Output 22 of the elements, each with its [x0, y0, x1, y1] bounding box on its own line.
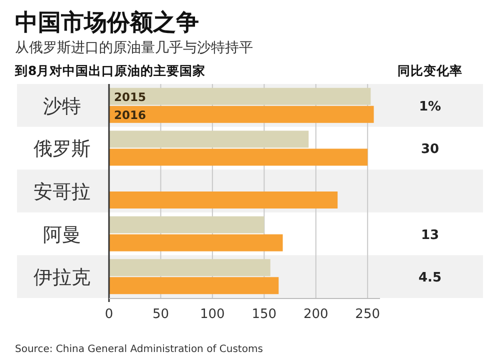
series-label: 2015 — [114, 90, 146, 104]
bar — [109, 277, 279, 294]
source-note: Source: China General Administration of Customs — [15, 344, 263, 355]
bar — [109, 130, 309, 148]
y-tick-label: 俄罗斯 — [34, 138, 90, 160]
text: 同比变化率 — [398, 63, 462, 78]
y-axis-title: 到8月对中国出口原油的主要国家 — [14, 63, 206, 78]
chart-title: 中国市场份额之争 — [15, 9, 199, 36]
y-tick-label: 沙特 — [43, 95, 81, 118]
bar — [109, 148, 368, 166]
text: 30 — [420, 142, 440, 158]
bar — [109, 216, 264, 234]
y-tick-label: 伊拉克 — [34, 266, 90, 289]
series-label: 2016 — [114, 108, 146, 122]
bar — [109, 259, 270, 276]
text: 1% — [418, 99, 442, 114]
chart-subtitle: 从俄罗斯进口的原油量几乎与沙特持平 — [15, 40, 253, 56]
text: 4.5 — [418, 270, 442, 286]
bar — [109, 234, 283, 252]
y-tick-label: 安哥拉 — [34, 181, 90, 203]
text: 13 — [420, 228, 440, 243]
y-tick-label: 阿曼 — [43, 224, 81, 246]
